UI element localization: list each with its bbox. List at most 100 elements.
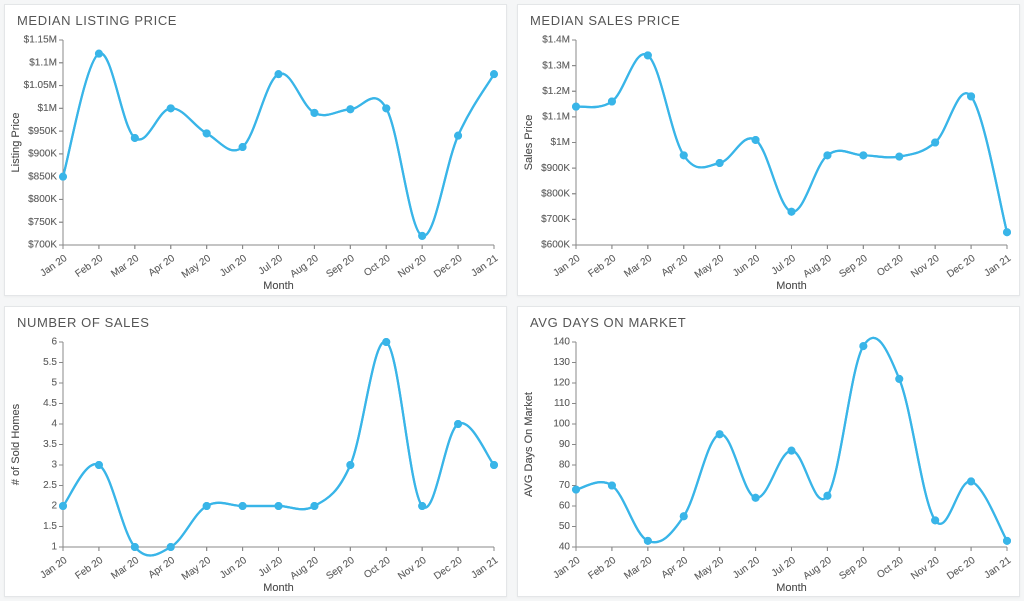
x-tick-label: Nov 20	[909, 554, 942, 581]
x-tick-label: Nov 20	[396, 554, 429, 581]
x-tick-label: Jun 20	[731, 554, 762, 580]
data-point-marker	[491, 461, 498, 468]
x-tick-label: Jan 20	[551, 253, 582, 279]
x-tick-label: Oct 20	[362, 554, 393, 580]
chart-area: 405060708090100110120130140Jan 20Feb 20M…	[518, 332, 1019, 597]
x-tick-label: Jan 20	[38, 554, 69, 580]
x-tick-label: Aug 20	[801, 253, 834, 280]
x-tick-label: Jun 20	[218, 253, 249, 279]
data-point-marker	[203, 502, 210, 509]
x-tick-label: Feb 20	[73, 253, 105, 280]
data-point-marker	[608, 98, 615, 105]
y-tick-label: 1	[51, 541, 57, 552]
y-tick-label: 130	[553, 357, 570, 368]
data-point-marker	[716, 160, 723, 167]
y-tick-label: 60	[559, 500, 571, 511]
y-tick-label: 6	[51, 336, 57, 347]
x-tick-label: Dec 20	[945, 554, 978, 581]
x-tick-label: Mar 20	[622, 253, 654, 280]
x-tick-label: Feb 20	[586, 253, 618, 280]
y-tick-label: 4	[51, 418, 57, 429]
series-line	[576, 337, 1007, 541]
x-tick-label: Feb 20	[73, 554, 105, 581]
data-point-marker	[275, 71, 282, 78]
data-point-marker	[932, 139, 939, 146]
data-point-marker	[311, 502, 318, 509]
line-chart-svg: $700K$750K$800K$850K$900K$950K$1M$1.05M$…	[5, 30, 506, 295]
x-tick-label: Nov 20	[909, 253, 942, 280]
data-point-marker	[680, 512, 687, 519]
x-tick-label: Sep 20	[324, 554, 357, 581]
data-point-marker	[788, 447, 795, 454]
line-chart-svg: $600K$700K$800K$900K$1M$1.1M$1.2M$1.3M$1…	[518, 30, 1019, 295]
x-tick-label: May 20	[180, 554, 214, 582]
data-point-marker	[239, 144, 246, 151]
x-tick-label: Apr 20	[147, 554, 178, 580]
x-tick-label: Dec 20	[432, 253, 465, 280]
x-tick-label: Sep 20	[837, 253, 870, 280]
y-tick-label: $800K	[28, 194, 57, 205]
y-tick-label: $700K	[541, 214, 570, 225]
card-avg-days-on-market: AVG DAYS ON MARKET 405060708090100110120…	[517, 306, 1020, 598]
data-point-marker	[60, 173, 67, 180]
x-tick-label: Jan 20	[38, 253, 69, 279]
data-point-marker	[311, 109, 318, 116]
y-tick-label: $1.1M	[542, 112, 570, 123]
data-point-marker	[455, 420, 462, 427]
chart-title: NUMBER OF SALES	[5, 307, 506, 332]
x-tick-label: Oct 20	[362, 253, 393, 279]
data-point-marker	[167, 105, 174, 112]
y-axis-title: AVG Days On Market	[523, 392, 535, 497]
x-tick-label: Jan 21	[982, 253, 1013, 279]
y-tick-label: $1.3M	[542, 60, 570, 71]
y-axis-title: Sales Price	[523, 115, 535, 171]
data-point-marker	[824, 492, 831, 499]
x-axis-title: Month	[776, 582, 807, 594]
y-tick-label: $600K	[541, 240, 570, 251]
y-tick-label: $1.2M	[542, 86, 570, 97]
chart-title: MEDIAN SALES PRICE	[518, 5, 1019, 30]
dashboard-grid: MEDIAN LISTING PRICE $700K$750K$800K$850…	[0, 0, 1024, 601]
x-tick-label: Jul 20	[257, 253, 286, 278]
data-point-marker	[824, 152, 831, 159]
data-point-marker	[167, 543, 174, 550]
x-axis-title: Month	[263, 582, 294, 594]
y-tick-label: $800K	[541, 188, 570, 199]
chart-title: AVG DAYS ON MARKET	[518, 307, 1019, 332]
y-tick-label: 3.5	[43, 439, 57, 450]
chart-area: $600K$700K$800K$900K$1M$1.1M$1.2M$1.3M$1…	[518, 30, 1019, 295]
y-tick-label: 2.5	[43, 480, 57, 491]
series-line	[576, 54, 1007, 232]
series-line	[63, 53, 494, 236]
y-axis-title: Listing Price	[10, 113, 22, 173]
x-axis-title: Month	[263, 280, 294, 292]
data-point-marker	[60, 502, 67, 509]
y-tick-label: 40	[559, 541, 571, 552]
data-point-marker	[860, 152, 867, 159]
x-tick-label: Apr 20	[147, 253, 178, 279]
x-tick-label: May 20	[180, 253, 214, 281]
card-median-sales-price: MEDIAN SALES PRICE $600K $700K $800K $900K $…	[517, 4, 1020, 296]
x-tick-label: Sep 20	[837, 554, 870, 581]
y-tick-label: $900K	[541, 163, 570, 174]
x-tick-label: Oct 20	[875, 253, 906, 279]
x-tick-label: Apr 20	[660, 253, 691, 279]
data-point-marker	[968, 93, 975, 100]
data-point-marker	[573, 486, 580, 493]
x-tick-label: Aug 20	[288, 554, 321, 581]
x-tick-label: Jun 20	[218, 554, 249, 580]
data-point-marker	[573, 103, 580, 110]
line-chart-svg: 405060708090100110120130140Jan 20Feb 20M…	[518, 332, 1019, 597]
y-tick-label: $850K	[28, 171, 57, 182]
y-tick-label: $1.4M	[542, 35, 570, 46]
x-tick-label: Apr 20	[660, 554, 691, 580]
y-tick-label: 110	[554, 398, 570, 409]
data-point-marker	[1004, 537, 1011, 544]
data-point-marker	[896, 375, 903, 382]
data-point-marker	[239, 502, 246, 509]
chart-area: $700K$750K$800K$850K$900K$950K$1M$1.05M$…	[5, 30, 506, 295]
x-tick-label: Jan 20	[551, 554, 582, 580]
data-point-marker	[788, 208, 795, 215]
data-point-marker	[419, 502, 426, 509]
y-tick-label: 1.5	[43, 521, 57, 532]
